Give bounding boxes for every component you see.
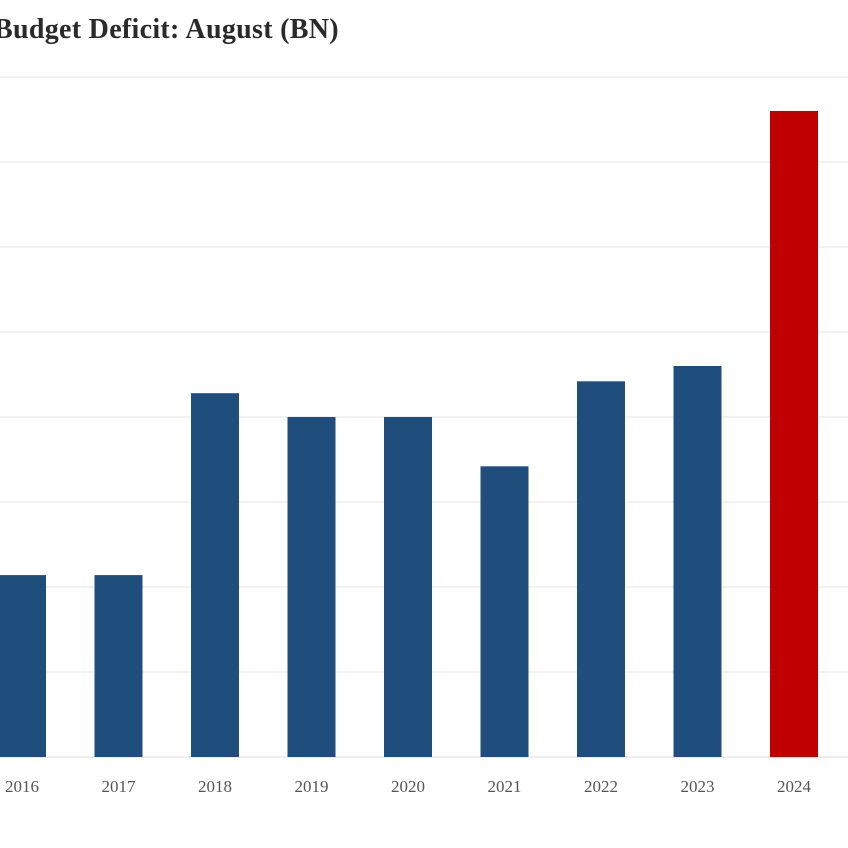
bar-2021: [480, 466, 529, 757]
x-tick-label: 2016: [5, 777, 39, 796]
x-tick-label: 2022: [584, 777, 618, 796]
chart-title: Budget Deficit: August (BN): [0, 14, 339, 45]
x-tick-label: 2024: [777, 777, 812, 796]
bar-2019: [287, 417, 336, 757]
x-tick-label: 2018: [198, 777, 232, 796]
x-tick-label: 2019: [295, 777, 329, 796]
x-tick-label: 2017: [102, 777, 137, 796]
bar-2022: [577, 381, 625, 757]
x-tick-labels: 2016 2017 2018 2019 2020 2021 2022 2023 2024: [5, 777, 812, 796]
x-tick-label: 2023: [681, 777, 715, 796]
x-tick-label: 2021: [488, 777, 522, 796]
bar-2018: [191, 393, 239, 757]
x-tick-label: 2020: [391, 777, 425, 796]
bar-2016: [0, 575, 46, 757]
bars: [0, 111, 818, 757]
bar-2023: [673, 366, 722, 757]
bar-2020: [384, 417, 432, 757]
bar-2017: [94, 575, 143, 757]
bar-2024: [770, 111, 818, 757]
